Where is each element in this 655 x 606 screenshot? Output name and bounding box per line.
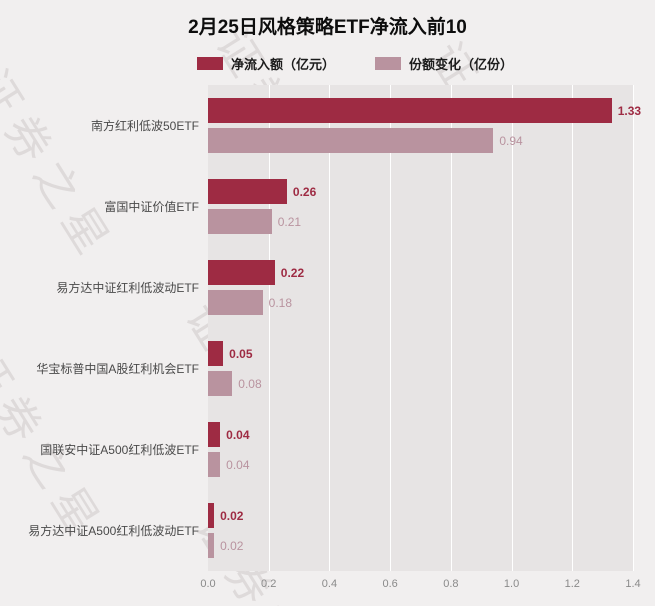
x-tick-label: 0.4: [321, 578, 338, 590]
x-tick-label: 0.0: [200, 578, 216, 590]
share-change-bar: [208, 533, 215, 558]
bar-row: 0.08: [208, 371, 633, 396]
bar-row: 0.94: [208, 128, 633, 153]
x-tick-label: 1.0: [503, 578, 520, 590]
legend-swatch-share-change: [375, 57, 401, 70]
x-tick-label: 0.6: [382, 578, 398, 590]
bar-row: 0.18: [208, 290, 633, 315]
bar-group: 0.04 0.04: [208, 409, 633, 490]
x-tick-label: 1.4: [625, 578, 641, 590]
share-change-bar: [208, 371, 233, 396]
x-tick-label: 1.2: [564, 578, 580, 590]
bar-group: 1.33 0.94: [208, 85, 641, 166]
bar-row: 0.02: [208, 503, 633, 528]
chart-title: 2月25日风格策略ETF净流入前10: [188, 17, 467, 38]
gridline: [268, 85, 270, 571]
gridline: [390, 85, 392, 571]
gridline: [633, 85, 634, 571]
net-inflow-value: 0.22: [280, 265, 305, 280]
bar-row: 0.04: [208, 452, 633, 477]
gridline: [329, 85, 331, 571]
category-label: 易方达中证A500红利低波动ETF: [28, 524, 199, 538]
bar-row: 0.22: [208, 260, 633, 285]
legend-label-share-change: 份额变化（亿份）: [409, 57, 514, 72]
share-change-value: 0.02: [220, 538, 244, 553]
share-change-bar: [208, 290, 263, 315]
bar-row: 0.02: [208, 533, 633, 558]
net-inflow-value: 0.02: [220, 508, 244, 523]
share-change-bar: [208, 128, 494, 153]
net-inflow-value: 1.33: [617, 103, 642, 118]
legend-label-net-inflow: 净流入额（亿元）: [230, 57, 335, 72]
bar-row: 0.04: [208, 422, 633, 447]
gridline: [450, 85, 452, 571]
bar-group: 0.05 0.08: [208, 328, 633, 409]
share-change-bar: [208, 452, 221, 477]
share-change-bar: [208, 209, 272, 234]
bar-group: 0.22 0.18: [208, 247, 633, 328]
legend-item-net-inflow: 净流入额（亿元）: [196, 54, 335, 73]
legend-item-share-change: 份额变化（亿份）: [375, 54, 513, 73]
plot-area: 1.33 0.94 0.26 0.21 0.22 0.18 0.05 0.08 0.04 0.04…: [208, 85, 641, 571]
bar-row: 1.33: [208, 98, 641, 123]
gridline: [572, 85, 574, 571]
bar-row: 0.21: [208, 209, 633, 234]
net-inflow-value: 0.05: [229, 346, 253, 361]
x-axis: 0.0 0.2 0.4 0.6 0.8 1.0 1.2 1.4: [200, 576, 640, 598]
net-inflow-bar: [208, 503, 215, 528]
share-change-value: 0.04: [226, 457, 250, 472]
chart-legend: 净流入额（亿元） 份额变化（亿份）: [0, 54, 655, 73]
net-inflow-bar: [208, 341, 224, 366]
category-label: 南方红利低波50ETF: [90, 119, 199, 133]
share-change-value: 0.08: [238, 376, 262, 391]
bar-group: 0.26 0.21: [208, 166, 633, 247]
x-tick-label: 0.8: [443, 578, 459, 590]
net-inflow-bar: [208, 179, 287, 204]
net-inflow-bar: [208, 98, 612, 123]
category-label: 华宝标普中国A股红利机会ETF: [36, 362, 199, 376]
category-label: 富国中证价值ETF: [104, 200, 199, 214]
net-inflow-bar: [208, 422, 221, 447]
bar-row: 0.05: [208, 341, 633, 366]
net-inflow-value: 0.26: [292, 184, 317, 199]
bar-group: 0.02 0.02: [208, 490, 633, 571]
legend-swatch-net-inflow: [196, 57, 223, 70]
share-change-value: 0.94: [499, 133, 523, 148]
x-tick-label: 0.2: [261, 578, 277, 590]
share-change-value: 0.18: [268, 295, 292, 310]
net-inflow-value: 0.04: [226, 427, 250, 442]
gridline: [511, 85, 513, 571]
category-label: 易方达中证红利低波动ETF: [56, 281, 199, 295]
bar-row: 0.26: [208, 179, 633, 204]
category-label: 国联安中证A500红利低波ETF: [40, 443, 199, 457]
chart-body: 南方红利低波50ETF 富国中证价值ETF 易方达中证红利低波动ETF 华宝标普中国A…: [0, 85, 655, 571]
category-labels: 南方红利低波50ETF 富国中证价值ETF 易方达中证红利低波动ETF 华宝标普中国A…: [0, 85, 208, 571]
net-inflow-bar: [208, 260, 275, 285]
share-change-value: 0.21: [277, 214, 302, 229]
